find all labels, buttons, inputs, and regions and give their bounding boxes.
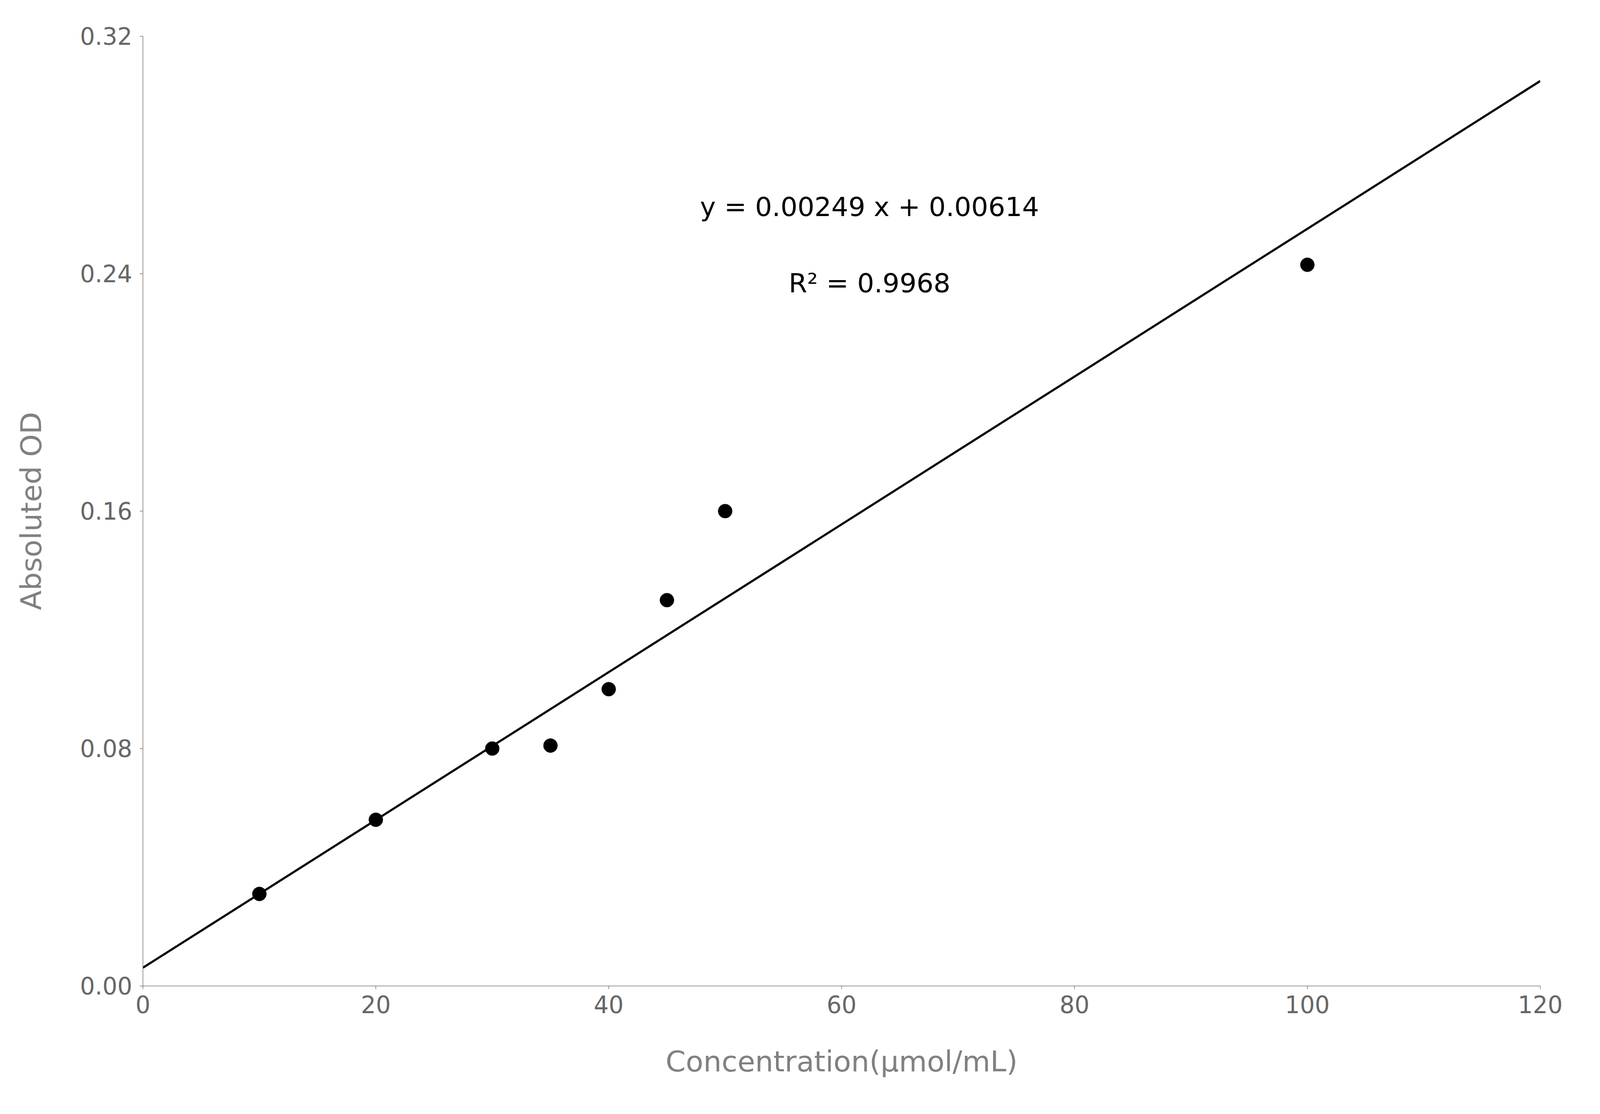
html-text:R² = 0.9968: R² = 0.9968 [788,267,951,299]
svg-text:40: 40 [593,990,624,1019]
svg-text:0.24: 0.24 [80,260,133,288]
svg-text:80: 80 [1059,990,1090,1019]
svg-text:20: 20 [361,990,391,1019]
svg-text:Concentration(μmol/mL): Concentration(μmol/mL) [665,1044,1018,1078]
svg-text:60: 60 [826,990,857,1019]
svg-text:120: 120 [1517,990,1563,1019]
svg-text:Absoluted OD: Absoluted OD [14,411,48,611]
html-text:y = 0.00249 x + 0.00614: y = 0.00249 x + 0.00614 [699,191,1040,223]
svg-text:100: 100 [1284,990,1330,1019]
svg-text:0: 0 [135,990,151,1019]
svg-text:0.32: 0.32 [80,22,133,51]
svg-text:0.08: 0.08 [80,734,133,763]
svg-text:0.16: 0.16 [80,497,133,525]
svg-text:0.00: 0.00 [80,972,133,1000]
